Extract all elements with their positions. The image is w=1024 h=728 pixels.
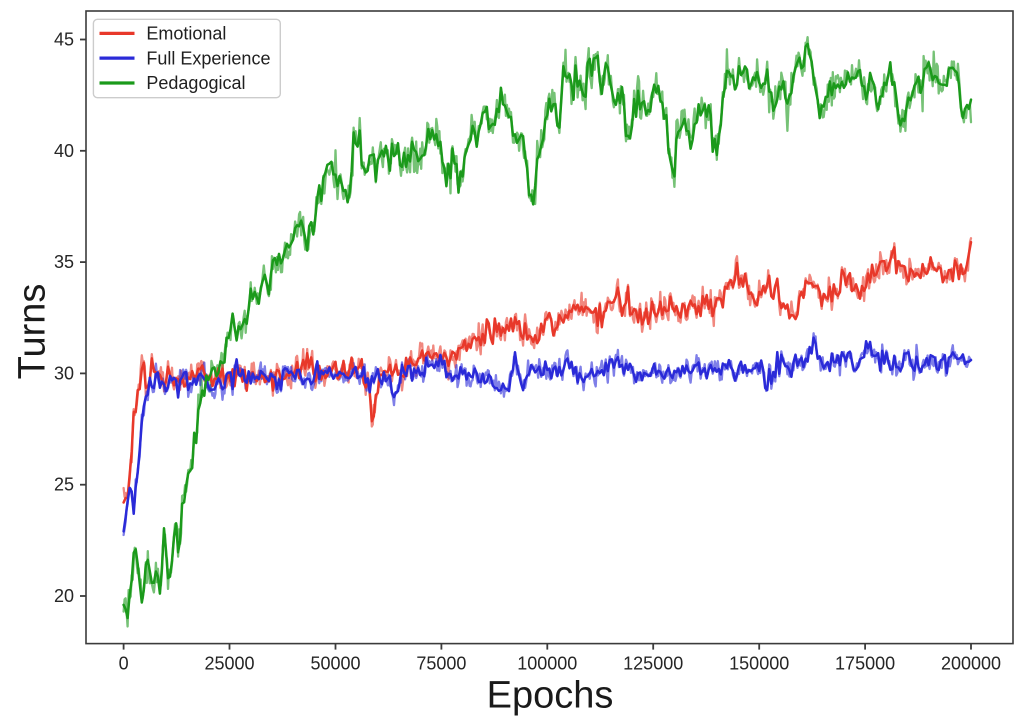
svg-text:Turns: Turns xyxy=(12,284,54,380)
svg-text:35: 35 xyxy=(54,252,74,272)
svg-text:25: 25 xyxy=(54,475,74,495)
svg-text:20: 20 xyxy=(54,586,74,606)
svg-text:0: 0 xyxy=(119,654,129,674)
svg-text:Full Experience: Full Experience xyxy=(146,48,270,68)
svg-text:30: 30 xyxy=(54,363,74,383)
svg-text:75000: 75000 xyxy=(416,654,466,674)
svg-text:Pedagogical: Pedagogical xyxy=(146,73,245,93)
svg-text:Emotional: Emotional xyxy=(146,24,226,44)
svg-text:Epochs: Epochs xyxy=(487,675,614,717)
svg-text:40: 40 xyxy=(54,141,74,161)
svg-text:100000: 100000 xyxy=(517,654,577,674)
svg-text:50000: 50000 xyxy=(310,654,360,674)
svg-text:125000: 125000 xyxy=(623,654,683,674)
svg-text:150000: 150000 xyxy=(729,654,789,674)
svg-text:25000: 25000 xyxy=(204,654,254,674)
svg-text:200000: 200000 xyxy=(941,654,1001,674)
svg-text:45: 45 xyxy=(54,30,74,50)
svg-text:175000: 175000 xyxy=(835,654,895,674)
